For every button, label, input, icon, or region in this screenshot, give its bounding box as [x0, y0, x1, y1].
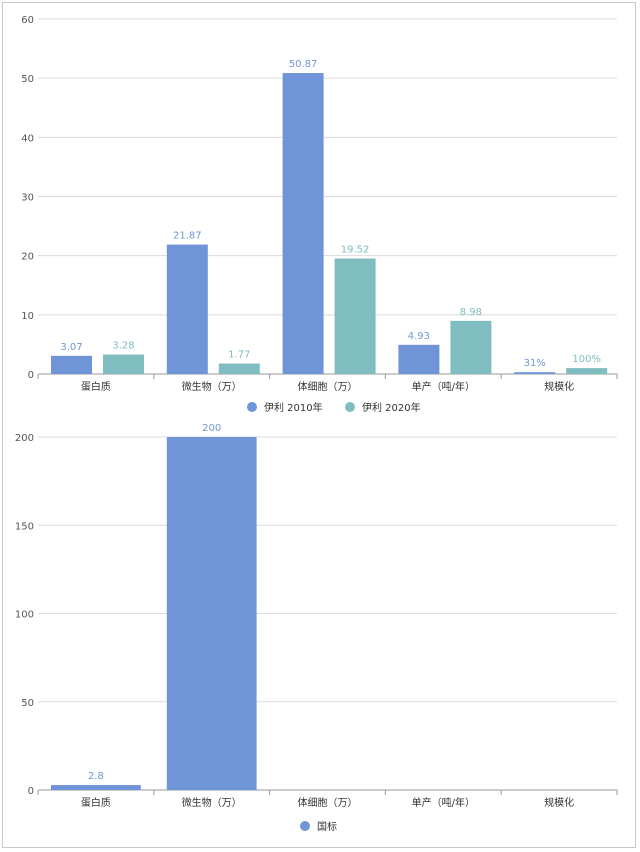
- chart0-bar-series-1: [334, 258, 376, 374]
- chart1-x-category-label: 单产（吨/年）: [412, 796, 475, 809]
- chart1-bar-series-0: [166, 437, 257, 790]
- chart1-y-tick-label: 50: [21, 698, 34, 709]
- chart0-y-tick-label: 40: [21, 133, 34, 144]
- chart0-y-tick-label: 50: [21, 74, 34, 85]
- chart0-y-tick-label: 60: [21, 15, 34, 26]
- chart1-x-category-label: 蛋白质: [81, 796, 111, 809]
- chart0-data-label: 3.28: [112, 341, 134, 352]
- chart0-data-label: 19.52: [341, 245, 370, 256]
- chart0-bar-series-0: [398, 344, 440, 374]
- chart0-x-category-label: 规模化: [544, 380, 574, 393]
- chart-2-national-standard: 0 50 100 150 200 蛋白质 微生物（万） 体细胞（万） 单产（吨/年） 规模化 2.8…: [15, 423, 618, 833]
- chart0-data-label: 8.98: [460, 307, 482, 318]
- chart0-bar-series-0: [514, 372, 556, 374]
- chart0-data-label: 3.07: [60, 342, 82, 353]
- chart1-legend-marker: [300, 821, 310, 831]
- chart1-data-label: 2.8: [88, 771, 104, 782]
- chart0-bar-series-1: [218, 363, 260, 374]
- chart0-y-tick-label: 20: [21, 252, 34, 263]
- chart1-y-tick-label: 200: [15, 433, 34, 444]
- chart0-y-tick-label: 10: [21, 311, 34, 322]
- chart1-x-category-label: 微生物（万）: [182, 796, 242, 809]
- chart0-x-category-label: 蛋白质: [81, 380, 111, 393]
- chart0-data-label: 50.87: [289, 59, 318, 70]
- chart0-bar-series-0: [166, 244, 208, 374]
- chart0-legend-label: 伊利 2020年: [362, 401, 421, 414]
- chart0-bar-series-1: [103, 354, 144, 374]
- chart0-bar-series-1: [450, 320, 492, 374]
- chart0-x-category-label: 微生物（万）: [182, 380, 242, 393]
- chart1-y-tick-label: 100: [15, 610, 34, 621]
- chart0-legend-marker: [247, 402, 257, 412]
- chart0-bar-series-0: [51, 355, 92, 374]
- chart1-y-tick-label: 0: [28, 786, 34, 797]
- chart1-bar-series-0: [51, 785, 141, 790]
- chart0-data-label: 4.93: [408, 331, 430, 342]
- chart0-x-category-label: 体细胞（万）: [298, 380, 358, 393]
- chart0-x-category-label: 单产（吨/年）: [412, 380, 475, 393]
- chart1-y-tick-label: 150: [15, 521, 34, 532]
- chart1-x-category-label: 体细胞（万）: [298, 796, 358, 809]
- chart0-data-label: 100%: [572, 354, 601, 365]
- chart-1-yili-comparison: 0 10 20 30 40 50 60 蛋白质 微生物（万） 体细胞（万） 单产（吨/年） 规模化 3.…: [21, 15, 618, 414]
- chart0-y-tick-label: 30: [21, 193, 34, 204]
- chart0-y-tick-label: 0: [28, 370, 34, 381]
- chart0-data-label: 1.77: [228, 350, 250, 361]
- chart0-bar-series-0: [282, 73, 324, 374]
- chart1-x-category-label: 规模化: [544, 796, 574, 809]
- chart0-legend-marker: [345, 402, 355, 412]
- chart0-legend-label: 伊利 2010年: [264, 401, 323, 414]
- chart0-legend: 伊利 2010年 伊利 2020年: [247, 401, 421, 414]
- chart1-legend: 国标: [300, 821, 337, 833]
- chart0-data-label: 21.87: [173, 231, 202, 242]
- chart1-legend-label: 国标: [317, 821, 337, 833]
- chart1-data-label: 200: [202, 423, 221, 434]
- chart0-bar-series-1: [566, 368, 608, 374]
- chart0-data-label: 31%: [524, 358, 546, 369]
